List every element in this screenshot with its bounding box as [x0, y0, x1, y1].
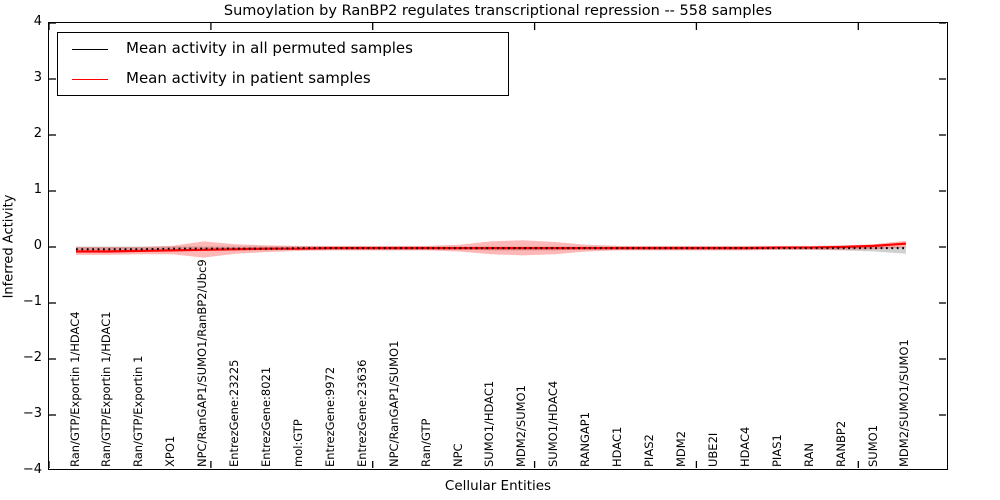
x-category-label: EntrezGene:23225 [227, 359, 242, 467]
x-category-label: UBE2I [705, 432, 720, 467]
x-category-label: NPC [450, 443, 465, 467]
x-category-label: RANGAP1 [578, 411, 593, 467]
y-tick-label: 3 [33, 70, 42, 85]
x-category-label: SUMO1/HDAC4 [546, 380, 561, 467]
chart-title: Sumoylation by RanBP2 regulates transcri… [223, 3, 773, 19]
y-tick-label: −1 [22, 294, 42, 309]
y-tick-label: −4 [22, 462, 42, 477]
x-category-label: MDM2 [673, 430, 688, 467]
legend: Mean activity in all permuted samples Me… [57, 32, 509, 96]
legend-line-sample-black [72, 49, 108, 50]
x-category-label: MDM2/SUMO1/SUMO1 [897, 339, 912, 467]
x-category-label: XPO1 [163, 435, 178, 467]
x-category-label: HDAC4 [737, 426, 752, 467]
x-category-label: RANBP2 [833, 420, 848, 467]
x-category-label: RAN [801, 443, 816, 467]
y-tick-label: 4 [33, 14, 42, 29]
legend-row-patient: Mean activity in patient samples [58, 65, 508, 95]
line-permuted [76, 247, 906, 251]
x-axis-label: Cellular Entities [444, 478, 552, 494]
legend-label-permuted: Mean activity in all permuted samples [126, 39, 413, 57]
legend-label-patient: Mean activity in patient samples [126, 69, 371, 87]
x-category-label: SUMO1/HDAC1 [482, 380, 497, 467]
x-category-label: EntrezGene:9972 [322, 366, 337, 467]
y-tick-label: 0 [33, 238, 42, 253]
x-category-label: Ran/GTP/Exportin 1/HDAC4 [67, 311, 82, 467]
plot-canvas [49, 23, 946, 468]
x-category-label: HDAC1 [610, 426, 625, 467]
x-category-label: NPC/RanGAP1/SUMO1/RanBP2/Ubc9 [195, 259, 210, 467]
x-category-label: Ran/GTP [418, 418, 433, 467]
x-category-label: EntrezGene:8021 [259, 366, 274, 467]
y-tick-label: −2 [22, 350, 42, 365]
legend-row-permuted: Mean activity in all permuted samples [58, 35, 508, 65]
x-category-label: MDM2/SUMO1 [514, 385, 529, 467]
x-category-label: PIAS1 [769, 434, 784, 467]
x-category-label: NPC/RanGAP1/SUMO1 [386, 340, 401, 467]
legend-line-sample-red [72, 79, 108, 80]
x-category-label: EntrezGene:23636 [354, 359, 369, 467]
x-category-label: PIAS2 [642, 434, 657, 467]
y-tick-label: −3 [22, 406, 42, 421]
y-tick-label: 1 [33, 182, 42, 197]
x-category-label: SUMO1 [865, 424, 880, 467]
x-category-label: Ran/GTP/Exportin 1/HDAC1 [99, 311, 114, 467]
x-category-label: Ran/GTP/Exportin 1 [131, 355, 146, 467]
x-category-label: mol:GTP [290, 419, 305, 467]
plot-area [48, 22, 948, 470]
y-tick-label: 2 [33, 126, 42, 141]
